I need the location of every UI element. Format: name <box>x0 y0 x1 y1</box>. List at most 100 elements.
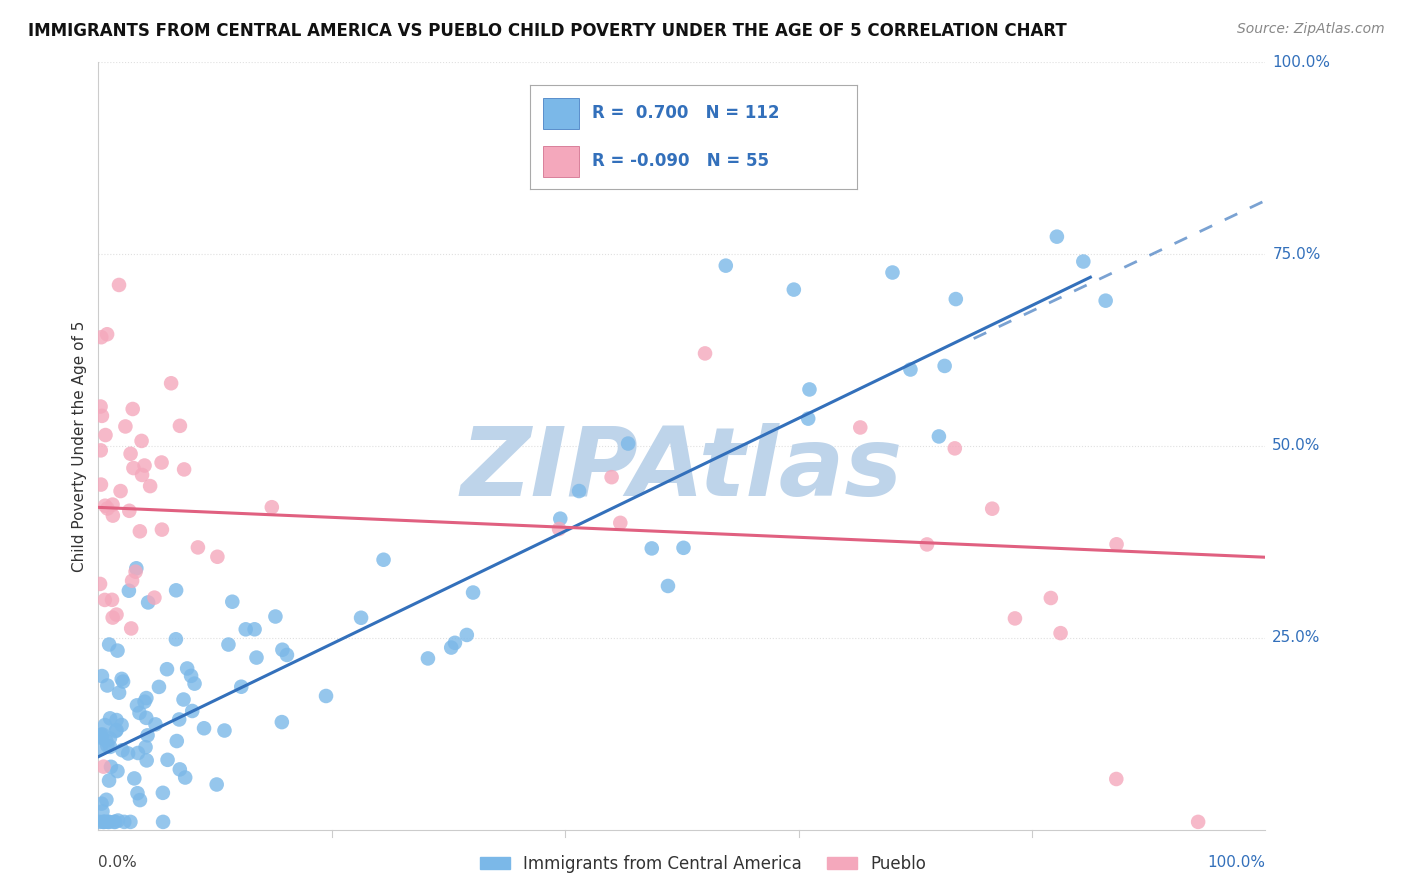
Point <box>98 739 121 754</box>
Point <box>125 561 148 575</box>
Point <box>981 501 1004 516</box>
Point <box>90 797 112 811</box>
Point <box>915 537 938 551</box>
Point <box>131 434 153 448</box>
Point <box>1105 537 1128 551</box>
Point <box>609 516 631 530</box>
Point <box>110 718 132 732</box>
Point <box>270 715 292 730</box>
Point <box>1105 772 1128 786</box>
Point <box>217 638 239 652</box>
Point <box>101 498 124 512</box>
Point <box>183 676 205 690</box>
Point <box>134 458 156 473</box>
Point <box>135 753 157 767</box>
Point <box>93 814 115 829</box>
Point <box>91 727 114 741</box>
Point <box>107 764 129 779</box>
Point <box>98 638 121 652</box>
Point <box>174 771 197 785</box>
Point <box>945 292 967 306</box>
Text: 100.0%: 100.0% <box>1208 855 1265 870</box>
Point <box>103 814 125 829</box>
Point <box>104 814 127 829</box>
Point <box>98 731 121 746</box>
Point <box>160 376 183 391</box>
Point <box>882 266 904 280</box>
Point <box>148 680 170 694</box>
Point <box>350 611 373 625</box>
Point <box>207 549 229 564</box>
Point <box>90 731 112 745</box>
Point <box>93 759 115 773</box>
Point <box>110 484 132 499</box>
Point <box>101 610 124 624</box>
Point <box>672 541 695 555</box>
Point <box>91 814 114 829</box>
Point <box>112 674 135 689</box>
Point <box>94 718 117 732</box>
Point <box>928 429 950 443</box>
Point <box>943 442 966 456</box>
Point <box>121 402 143 417</box>
Point <box>101 508 124 523</box>
Point <box>111 743 134 757</box>
Point <box>90 409 112 423</box>
Point <box>114 419 136 434</box>
Point <box>156 662 179 676</box>
Point <box>693 346 716 360</box>
Point <box>167 713 190 727</box>
Point <box>91 805 114 819</box>
Point <box>416 651 439 665</box>
Point <box>235 623 257 637</box>
Point <box>150 523 173 537</box>
Point <box>849 420 872 434</box>
Text: 25.0%: 25.0% <box>1272 631 1320 645</box>
Point <box>90 477 112 491</box>
Point <box>122 461 145 475</box>
Point <box>90 330 112 344</box>
Point <box>91 669 114 683</box>
Point <box>97 814 120 829</box>
Point <box>90 400 112 414</box>
Point <box>117 747 139 761</box>
Point <box>120 622 142 636</box>
Point <box>276 648 298 662</box>
Point <box>94 499 117 513</box>
Point <box>94 593 117 607</box>
Point <box>98 711 121 725</box>
Point <box>173 692 195 706</box>
Point <box>125 698 148 713</box>
Point <box>118 583 141 598</box>
Point <box>96 501 118 516</box>
Point <box>440 640 463 655</box>
Point <box>180 669 202 683</box>
Point <box>176 661 198 675</box>
Point <box>617 436 640 450</box>
Point <box>714 259 737 273</box>
Point <box>165 583 187 598</box>
Point <box>128 706 150 720</box>
Point <box>107 643 129 657</box>
Point <box>145 717 167 731</box>
Point <box>136 728 159 742</box>
Point <box>101 592 124 607</box>
Point <box>89 814 111 829</box>
Point <box>108 686 131 700</box>
Point <box>797 411 820 425</box>
Point <box>152 786 174 800</box>
Point <box>127 746 149 760</box>
Point <box>118 504 141 518</box>
Text: 100.0%: 100.0% <box>1272 55 1330 70</box>
Point <box>173 462 195 476</box>
Point <box>1039 591 1062 605</box>
Point <box>193 721 215 735</box>
Point <box>1073 254 1095 268</box>
Point <box>1094 293 1116 308</box>
Point <box>169 763 191 777</box>
Text: 0.0%: 0.0% <box>98 855 138 870</box>
Text: IMMIGRANTS FROM CENTRAL AMERICA VS PUEBLO CHILD POVERTY UNDER THE AGE OF 5 CORRE: IMMIGRANTS FROM CENTRAL AMERICA VS PUEBL… <box>28 22 1067 40</box>
Point <box>94 814 117 829</box>
Point <box>94 428 117 442</box>
Point <box>121 574 143 588</box>
